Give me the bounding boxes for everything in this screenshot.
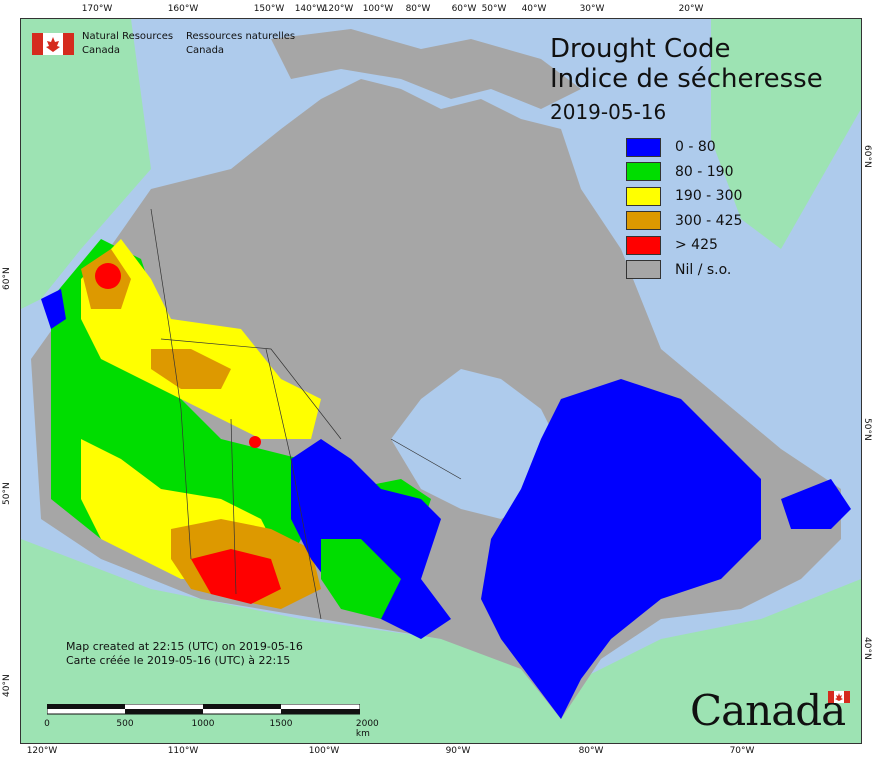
graticule-label: 140°W [294,4,326,14]
graticule-label: 160°W [167,4,199,14]
scale-tick-label: 1000 [191,719,215,729]
zone-blue-coast [41,289,66,329]
credits-en: Map created at 22:15 (UTC) on 2019-05-16 [66,640,303,653]
graticule-label: 40°N [2,674,12,697]
legend-label: 300 - 425 [675,212,743,229]
usa-land [21,539,861,743]
graticule-label: 30°W [579,4,605,14]
legend-swatch [626,211,661,231]
legend-item: 190 - 300 [626,184,742,209]
legend-item: 300 - 425 [626,209,742,234]
scale-bar: 0 500 1000 1500 2000 km [44,704,379,739]
agency-name-en-line2: Canada [82,45,121,56]
graticule-label: 110°W [167,746,199,756]
legend-label: 190 - 300 [675,188,743,205]
zone-red-south [191,549,281,604]
graticule-label: 50°N [862,418,872,441]
graticule-label: 80°W [578,746,604,756]
zone-red-north [95,263,121,289]
legend-item: Nil / s.o. [626,258,742,283]
graticule-label: 150°W [253,4,285,14]
legend-swatch [626,186,661,206]
graticule-label: 20°W [678,4,704,14]
hudson-bay [391,369,561,519]
graticule-label: 100°W [362,4,394,14]
legend-label: > 425 [675,237,718,254]
agency-name-en-line1: Natural Resources [82,31,174,42]
zone-yellow-west [81,239,321,439]
greenland-land [711,19,861,249]
graticule-label: 170°W [81,4,113,14]
graticule-label: 60°N [862,145,872,168]
graticule-label: 120°W [322,4,354,14]
canada-wordmark: Canada [690,686,850,735]
graticule-label: 40°N [862,637,872,660]
legend: 0 - 80 80 - 190 190 - 300 300 - 425 > 425 Nil… [626,135,742,282]
scale-tick-label: 0 [44,719,50,729]
graticule-label: 120°W [26,746,58,756]
map-frame [20,18,862,744]
zone-blue-manitoba [291,439,451,639]
wordmark-flag-icon [828,691,850,703]
legend-swatch [626,162,661,182]
legend-label: 80 - 190 [675,163,734,180]
scale-tick-label: 1500 [269,719,293,729]
zone-red-small [249,436,261,448]
legend-swatch [626,137,661,157]
credits-fr: Carte créée le 2019-05-16 (UTC) à 22:15 [66,654,291,667]
legend-item: > 425 [626,233,742,258]
scale-tick-label: 500 [116,719,134,729]
title-fr: Indice de sécheresse [550,64,823,94]
zone-green-manitoba [321,539,401,619]
graticule-label: 90°W [445,746,471,756]
legend-label: 0 - 80 [675,139,716,156]
title-en: Drought Code [550,34,731,64]
graticule-label: 60°N [2,267,12,290]
arctic-islands [271,29,581,109]
zone-blue-maritimes [781,479,851,529]
legend-swatch [626,260,661,280]
zone-blue-east [481,379,761,719]
map-credits: Map created at 22:15 (UTC) on 2019-05-16… [66,640,303,668]
agency-name-fr-line2: Canada [186,45,225,56]
province-borders [150,208,462,620]
legend-item: 80 - 190 [626,160,742,185]
title-block: Drought Code Indice de sécheresse 2019-0… [550,34,823,124]
graticule-label: 50°W [481,4,507,14]
drought-map[interactable] [21,19,861,743]
legend-swatch [626,235,661,255]
legend-item: 0 - 80 [626,135,742,160]
scale-tick-label: 2000 km [355,719,379,739]
alaska-land [21,19,151,309]
graticule-label: 50°N [2,482,12,505]
graticule-label: 80°W [405,4,431,14]
graticule-label: 70°W [729,746,755,756]
graticule-label: 60°W [451,4,477,14]
wordmark-text: Canada [690,686,846,735]
agency-name-fr-line1: Ressources naturelles [186,31,296,42]
graticule-label: 40°W [521,4,547,14]
graticule-label: 100°W [308,746,340,756]
zone-orange-central [151,349,231,389]
legend-label: Nil / s.o. [675,261,732,278]
canada-flag-icon [32,33,74,55]
map-date: 2019-05-16 [550,100,667,124]
